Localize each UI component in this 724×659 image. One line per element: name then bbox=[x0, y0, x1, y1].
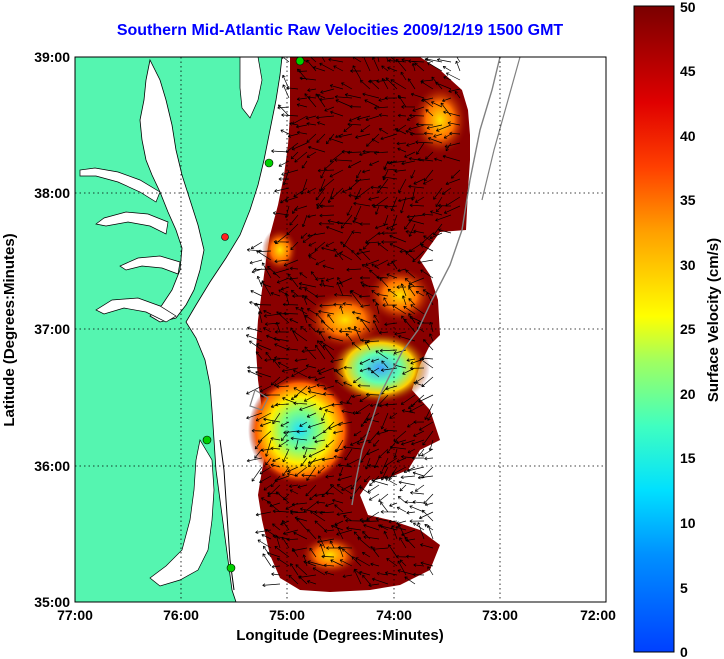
york-river bbox=[119, 255, 181, 275]
colorbar bbox=[633, 5, 675, 653]
y-tick-label: 36:00 bbox=[34, 458, 70, 474]
colorbar-tick-label: 50 bbox=[680, 0, 696, 15]
delaware-bay bbox=[239, 57, 263, 119]
potomac-river bbox=[79, 167, 161, 203]
colorbar-tick-label: 25 bbox=[680, 321, 696, 337]
colorbar-label: Surface Velocity (cm/s) bbox=[705, 238, 722, 402]
y-axis-ticks: 39:00 38:00 37:00 36:00 35:00 bbox=[34, 49, 70, 610]
y-axis-label: Latitude (Degrees:Minutes) bbox=[1, 233, 18, 426]
hatteras-contour bbox=[249, 389, 269, 411]
x-tick-label: 77:00 bbox=[57, 607, 93, 623]
velocity-field bbox=[245, 57, 470, 592]
james-river bbox=[95, 297, 177, 323]
x-axis-label: Longitude (Degrees:Minutes) bbox=[236, 627, 444, 644]
velocity-vectors bbox=[245, 57, 461, 588]
chesapeake-bay bbox=[139, 58, 205, 323]
colorbar-tick-label: 15 bbox=[680, 450, 696, 466]
y-tick-label: 38:00 bbox=[34, 185, 70, 201]
x-tick-label: 74:00 bbox=[376, 607, 412, 623]
radar-station-marker bbox=[295, 57, 305, 66]
x-axis-ticks: 77:00 76:00 75:00 74:00 73:00 72:00 bbox=[57, 607, 616, 623]
radar-station-marker bbox=[226, 563, 236, 573]
colorbar-tick-label: 20 bbox=[680, 386, 696, 402]
y-tick-label: 37:00 bbox=[34, 321, 70, 337]
land-mass bbox=[75, 57, 283, 602]
radar-station-marker bbox=[202, 435, 212, 445]
colorbar-tick-label: 10 bbox=[680, 515, 696, 531]
colorbar-tick-label: 45 bbox=[680, 63, 696, 79]
radar-station-marker bbox=[264, 158, 274, 168]
colorbar-ticks: 0 5 10 15 20 25 30 35 40 45 50 bbox=[680, 0, 696, 659]
y-tick-label: 39:00 bbox=[34, 49, 70, 65]
y-tick-label: 35:00 bbox=[34, 594, 70, 610]
pamlico-sound bbox=[149, 439, 215, 587]
shelf-break-contour-2 bbox=[481, 57, 521, 201]
colorbar-tick-label: 5 bbox=[680, 580, 688, 596]
shelf-break-contour bbox=[351, 57, 501, 506]
x-tick-label: 76:00 bbox=[163, 607, 199, 623]
rappahannock-river bbox=[95, 211, 169, 235]
map-frame bbox=[74, 56, 607, 603]
map-title: Southern Mid-Atlantic Raw Velocities 200… bbox=[116, 22, 564, 39]
map-gridlines bbox=[75, 57, 606, 602]
radar-station-marker bbox=[221, 233, 229, 241]
colorbar-tick-label: 35 bbox=[680, 192, 696, 208]
colorbar-tick-label: 0 bbox=[680, 644, 688, 659]
x-tick-label: 72:00 bbox=[580, 607, 616, 623]
x-tick-label: 75:00 bbox=[269, 607, 305, 623]
x-tick-label: 73:00 bbox=[482, 607, 518, 623]
colorbar-tick-label: 30 bbox=[680, 257, 696, 273]
colorbar-tick-label: 40 bbox=[680, 128, 696, 144]
